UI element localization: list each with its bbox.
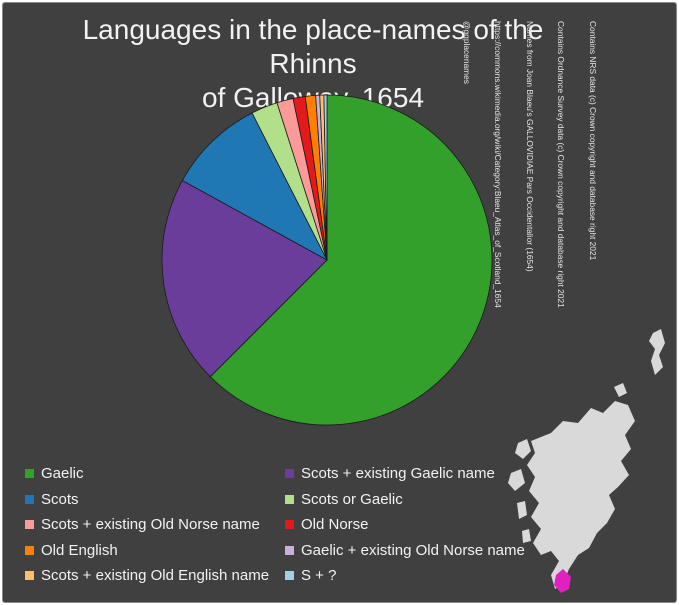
legend-item: Gaelic	[25, 465, 84, 482]
pie-slice-s	[323, 94, 328, 261]
legend-swatch	[25, 494, 34, 504]
legend-swatch	[25, 571, 34, 580]
map-landmass	[515, 439, 531, 459]
legend-item: Scots or Gaelic	[285, 491, 403, 508]
map-landmass	[614, 383, 627, 397]
legend-item: Old Norse	[285, 516, 369, 533]
legend-item: Scots	[25, 491, 79, 508]
legend-item: Scots + existing Old English name	[25, 567, 269, 584]
legend-label: S + ?	[301, 567, 337, 584]
legend-swatch	[25, 545, 34, 555]
legend-swatch	[285, 494, 294, 504]
legend-item: Old English	[25, 542, 118, 559]
map-landmass	[517, 501, 527, 519]
legend-label: Scots + existing Old Norse name	[41, 516, 260, 533]
legend-label: Scots + existing Gaelic name	[301, 465, 495, 482]
legend-label: Old Norse	[301, 516, 369, 533]
legend-swatch	[285, 545, 294, 555]
pie-chart	[161, 94, 493, 426]
legend-item: Scots + existing Gaelic name	[285, 465, 495, 482]
chart-title: Languages in the place-names of the Rhin…	[43, 13, 583, 115]
map-landmass	[649, 329, 665, 375]
legend-swatch	[25, 520, 34, 529]
pie-slice-scots-existing-gaelic-name	[161, 179, 328, 378]
legend-label: Scots + existing Old English name	[41, 567, 270, 584]
legend-swatch	[285, 469, 294, 478]
legend-item: S + ?	[285, 567, 336, 584]
pie-slice-gaelic	[209, 94, 493, 426]
legend-swatch	[25, 469, 34, 478]
legend-label: Scots	[41, 490, 79, 508]
legend-label: Gaelic	[41, 465, 84, 482]
chart-title-line-1: Languages in the place-names of the Rhin…	[82, 14, 544, 79]
map-landmass	[527, 401, 635, 589]
pie-slice-scots	[181, 112, 328, 261]
legend-swatch	[285, 520, 294, 529]
legend-label: Scots or Gaelic	[301, 490, 403, 508]
legend-item: Scots + existing Old Norse name	[25, 516, 260, 533]
legend-label: Gaelic + existing Old Norse name	[301, 541, 525, 559]
map-highlight-rhinns	[554, 569, 571, 593]
legend-swatch	[285, 571, 294, 580]
legend-item: Gaelic + existing Old Norse name	[285, 542, 525, 559]
scotland-mainland	[508, 329, 665, 593]
legend-label: Old English	[41, 541, 118, 559]
map-landmass	[508, 469, 525, 491]
scotland-map	[508, 329, 665, 593]
map-landmass	[522, 529, 531, 543]
